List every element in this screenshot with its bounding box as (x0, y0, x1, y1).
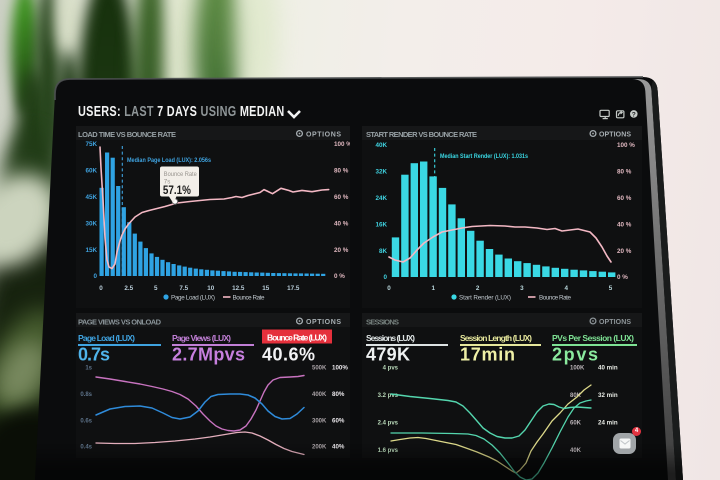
svg-text:Bounce Rate: Bounce Rate (164, 171, 197, 178)
svg-text:7.5: 7.5 (179, 285, 188, 292)
svg-text:Start Render (LUX): Start Render (LUX) (459, 294, 511, 301)
svg-text:5: 5 (154, 285, 158, 292)
svg-text:24K: 24K (375, 195, 387, 202)
svg-text:32K: 32K (375, 169, 387, 176)
svg-text:2.4 pvs: 2.4 pvs (378, 421, 399, 427)
svg-text:4 pvs: 4 pvs (383, 366, 399, 372)
svg-text:12.5: 12.5 (232, 285, 245, 292)
svg-text:0.8s: 0.8s (80, 392, 92, 398)
svg-text:80K: 80K (570, 393, 582, 399)
svg-text:OPTIONS: OPTIONS (599, 132, 631, 139)
svg-text:4: 4 (564, 285, 568, 292)
svg-text:2: 2 (476, 285, 480, 292)
svg-text:Bounce Rate (LUX): Bounce Rate (LUX) (267, 333, 327, 343)
svg-text:Session Length (LUX): Session Length (LUX) (460, 333, 532, 343)
svg-text:20 %: 20 % (617, 248, 632, 255)
svg-text:PVs Per Session (LUX): PVs Per Session (LUX) (552, 333, 634, 343)
svg-text:500K: 500K (312, 366, 327, 372)
svg-text:60K: 60K (85, 167, 97, 174)
svg-text:20 %: 20 % (334, 247, 349, 254)
svg-text:100 %: 100 % (617, 142, 635, 149)
svg-text:5: 5 (609, 285, 613, 292)
svg-text:15K: 15K (85, 247, 97, 254)
svg-text:57.1%: 57.1% (163, 183, 191, 197)
svg-text:100%: 100% (332, 365, 348, 372)
svg-text:16K: 16K (375, 221, 387, 228)
svg-text:40K: 40K (375, 142, 387, 149)
svg-text:100 %: 100 % (334, 141, 350, 148)
svg-text:Page Load (LUX): Page Load (LUX) (171, 294, 215, 301)
svg-text:75K: 75K (85, 141, 97, 148)
svg-text:0 %: 0 % (617, 274, 628, 281)
svg-text:100K: 100K (570, 366, 585, 372)
svg-text:80 %: 80 % (617, 169, 632, 176)
svg-text:Page Views (LUX): Page Views (LUX) (172, 333, 231, 343)
svg-text:17.5: 17.5 (287, 285, 300, 292)
svg-text:45K: 45K (85, 194, 97, 201)
svg-text:2.7Mpvs: 2.7Mpvs (172, 345, 245, 365)
svg-text:80 %: 80 % (334, 167, 349, 174)
svg-text:0: 0 (383, 274, 387, 281)
svg-text:7s: 7s (164, 179, 171, 186)
svg-text:0 %: 0 % (334, 273, 345, 280)
svg-text:Median Page Load (LUX): 2.056s: Median Page Load (LUX): 2.056s (127, 157, 211, 164)
svg-text:PAGE VIEWS VS ONLOAD: PAGE VIEWS VS ONLOAD (78, 318, 162, 327)
svg-text:80%: 80% (332, 391, 345, 398)
svg-text:1: 1 (432, 285, 436, 292)
svg-text:Page Load (LUX): Page Load (LUX) (78, 333, 135, 343)
svg-text:8K: 8K (379, 248, 388, 255)
svg-text:60 %: 60 % (334, 194, 349, 201)
svg-text:60 %: 60 % (617, 195, 632, 202)
svg-text:START RENDER VS BOUNCE RATE: START RENDER VS BOUNCE RATE (366, 130, 477, 139)
svg-text:OPTIONS: OPTIONS (599, 319, 631, 326)
svg-text:479K: 479K (366, 345, 410, 365)
svg-text:30K: 30K (85, 220, 97, 227)
svg-text:LOAD TIME VS BOUNCE RATE: LOAD TIME VS BOUNCE RATE (78, 130, 176, 139)
svg-text:60%: 60% (332, 418, 345, 425)
svg-text:40.6%: 40.6% (262, 345, 315, 365)
svg-text:Sessions (LUX): Sessions (LUX) (366, 333, 415, 343)
svg-text:0: 0 (387, 285, 391, 292)
svg-text:2.5: 2.5 (124, 285, 133, 292)
svg-text:60K: 60K (570, 421, 582, 427)
svg-text:Median Start Render (LUX): 1.0: Median Start Render (LUX): 1.031s (440, 153, 528, 160)
svg-text:10: 10 (207, 285, 215, 292)
svg-text:15: 15 (262, 285, 270, 292)
svg-text:OPTIONS: OPTIONS (306, 132, 341, 139)
svg-text:OPTIONS: OPTIONS (306, 319, 341, 326)
svg-text:40 %: 40 % (617, 221, 632, 228)
svg-text:SESSIONS: SESSIONS (366, 318, 399, 327)
svg-text:3.2 pvs: 3.2 pvs (378, 393, 399, 399)
svg-text:40 %: 40 % (334, 220, 349, 227)
svg-text:0: 0 (93, 273, 97, 280)
svg-text:32 min: 32 min (598, 392, 618, 399)
svg-text:17min: 17min (460, 345, 515, 365)
svg-text:40 min: 40 min (598, 365, 618, 372)
svg-text:Bounce Rate: Bounce Rate (539, 294, 571, 301)
svg-text:300K: 300K (312, 419, 327, 425)
svg-text:0.7s: 0.7s (78, 345, 110, 365)
svg-text:0.6s: 0.6s (80, 419, 92, 425)
svg-text:?: ? (632, 112, 636, 119)
svg-text:1s: 1s (85, 366, 92, 372)
svg-text:3: 3 (520, 285, 524, 292)
svg-text:400K: 400K (312, 392, 327, 398)
svg-text:0: 0 (99, 285, 103, 292)
svg-text:Bounce Rate: Bounce Rate (233, 294, 265, 301)
svg-text:24 min: 24 min (598, 420, 618, 427)
